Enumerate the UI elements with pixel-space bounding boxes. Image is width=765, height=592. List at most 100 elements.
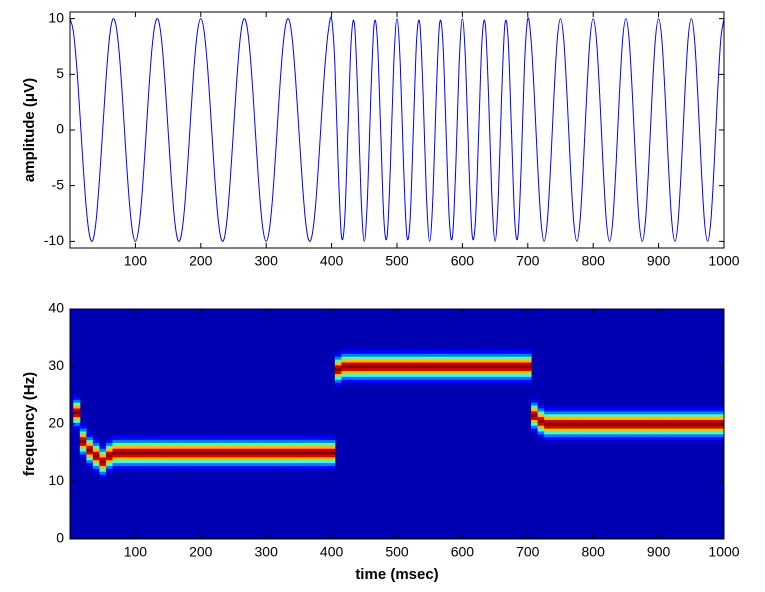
spectrogram-cell — [446, 365, 454, 369]
spectrogram-cell — [151, 462, 159, 466]
spectrogram-cell — [99, 454, 107, 458]
spectrogram-cell — [491, 370, 499, 374]
spectrogram-cell — [668, 405, 676, 409]
spectrogram-cell — [609, 416, 617, 420]
spectrogram-cell — [655, 411, 663, 415]
spectrogram-cell — [537, 428, 545, 432]
spectrogram-cell — [609, 434, 617, 438]
spectrogram-cell — [99, 477, 107, 481]
spectrogram-cell — [79, 428, 87, 432]
spectrogram-cell — [302, 439, 310, 443]
spectrogram-cell — [138, 451, 146, 455]
spectrogram-cell — [236, 448, 244, 452]
spectrogram-cell — [432, 362, 441, 366]
spectrogram-cell — [498, 370, 506, 374]
spectrogram-cell — [485, 359, 493, 363]
spectrogram-cell — [655, 425, 663, 429]
spectrogram-cell — [583, 405, 591, 409]
spectrogram-cell — [616, 405, 624, 409]
plot-area — [70, 16, 724, 242]
spectrogram-cell — [315, 436, 323, 441]
spectrogram-cell — [269, 436, 277, 441]
spectrogram-cell — [99, 451, 107, 455]
spectrogram-cell — [485, 356, 493, 360]
spectrogram-cell — [282, 457, 290, 461]
spectrogram-cell — [73, 405, 81, 409]
spectrogram-cell — [256, 445, 264, 449]
spectrogram-cell — [380, 376, 388, 380]
spectrogram-cell — [354, 362, 362, 366]
spectrogram-cell — [217, 468, 225, 472]
spectrogram-cell — [92, 442, 100, 446]
spectrogram-cell — [432, 350, 441, 354]
spectrogram-cell — [400, 367, 408, 372]
spectrogram-cell — [681, 413, 689, 418]
spectrogram-cell — [472, 362, 480, 366]
spectrogram-cell — [315, 459, 323, 464]
spectrogram-cell — [171, 468, 179, 472]
spectrogram-cell — [681, 436, 689, 441]
spectrogram-cell — [491, 362, 499, 366]
spectrogram-cell — [125, 454, 133, 458]
spectrogram-cell — [249, 454, 257, 458]
spectrogram-cell — [289, 434, 297, 438]
spectrogram-cell — [197, 445, 205, 449]
spectrogram-cell — [661, 431, 669, 435]
spectrogram-cell — [655, 439, 663, 443]
spectrogram-cell — [720, 405, 724, 409]
spectrogram-cell — [661, 408, 669, 412]
spectrogram-cell — [119, 459, 127, 464]
x-tick-label: 700 — [516, 544, 540, 560]
spectrogram-cell — [517, 347, 526, 351]
spectrogram-cell — [99, 471, 107, 475]
spectrogram-cell — [387, 356, 395, 360]
x-tick-label: 700 — [516, 253, 540, 269]
spectrogram-cell — [341, 367, 349, 372]
spectrogram-cell — [635, 411, 643, 415]
spectrogram-cell — [177, 468, 185, 472]
spectrogram-cell — [589, 408, 597, 412]
spectrogram-cell — [511, 382, 519, 386]
spectrogram-cell — [655, 408, 663, 412]
spectrogram-cell — [269, 442, 277, 446]
spectrogram-cell — [674, 422, 682, 426]
spectrogram-cell — [635, 428, 643, 432]
spectrogram-cell — [282, 442, 290, 446]
spectrogram-cell — [321, 442, 329, 446]
spectrogram-cell — [491, 353, 499, 357]
spectrogram-cell — [302, 457, 310, 461]
spectrogram-cell — [361, 376, 369, 380]
spectrogram-cell — [223, 451, 231, 455]
spectrogram-cell — [145, 448, 153, 452]
spectrogram-cell — [230, 457, 238, 461]
spectrogram-cell — [478, 379, 486, 383]
spectrogram-cell — [524, 382, 532, 386]
spectrogram-cell — [119, 436, 127, 441]
spectrogram-cell — [334, 376, 342, 380]
spectrogram-cell — [609, 413, 617, 418]
spectrogram-cell — [603, 436, 611, 441]
spectrogram-cell — [210, 451, 218, 455]
spectrogram-cell — [119, 445, 127, 449]
spectrogram-cell — [197, 457, 205, 461]
spectrogram-cell — [361, 350, 369, 354]
spectrogram-cell — [524, 350, 532, 354]
spectrogram-cell — [452, 356, 460, 360]
spectrogram-cell — [681, 408, 689, 412]
x-tick-label: 800 — [582, 253, 606, 269]
spectrogram-cell — [622, 405, 630, 409]
spectrogram-cell — [720, 411, 724, 415]
spectrogram-cell — [707, 405, 715, 409]
spectrogram-cell — [589, 411, 597, 415]
spectrogram-cell — [596, 405, 604, 409]
spectrogram-cell — [132, 462, 140, 466]
spectrogram-cell — [177, 445, 185, 449]
spectrogram-cell — [432, 356, 441, 360]
spectrogram-cell — [190, 459, 199, 464]
spectrogram-cell — [485, 367, 493, 372]
spectrogram-cell — [223, 448, 231, 452]
spectrogram-cell — [249, 451, 257, 455]
spectrogram-cell — [86, 439, 94, 443]
spectrogram-cell — [347, 350, 355, 354]
spectrogram-cell — [361, 379, 369, 383]
